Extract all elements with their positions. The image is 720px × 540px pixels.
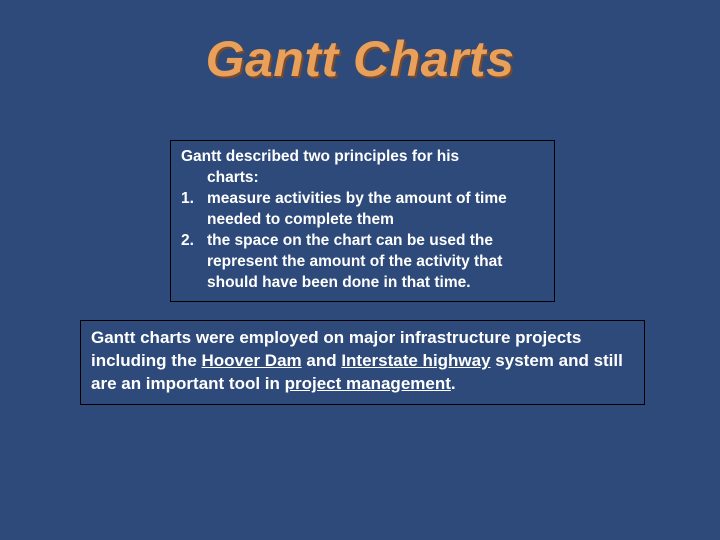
usage-text-suffix: . [451,374,456,393]
list-text: the space on the chart can be used the r… [207,231,544,294]
link-hoover-dam[interactable]: Hoover Dam [202,351,302,370]
principles-intro-line1: Gantt described two principles for his [181,147,544,168]
list-text: measure activities by the amount of time… [207,189,544,231]
usage-text-mid1: and [302,351,342,370]
slide: Gantt Charts Gantt described two princip… [0,0,720,540]
link-project-management[interactable]: project management [285,374,451,393]
link-interstate-highway[interactable]: Interstate highway [341,351,490,370]
principles-box: Gantt described two principles for his c… [170,140,555,302]
list-number: 1. [181,189,207,231]
usage-box: Gantt charts were employed on major infr… [80,320,645,405]
principles-item-1: 1. measure activities by the amount of t… [181,189,544,231]
list-number: 2. [181,231,207,294]
slide-title: Gantt Charts [0,30,720,88]
principles-intro-line2: charts: [181,168,544,189]
principles-item-2: 2. the space on the chart can be used th… [181,231,544,294]
